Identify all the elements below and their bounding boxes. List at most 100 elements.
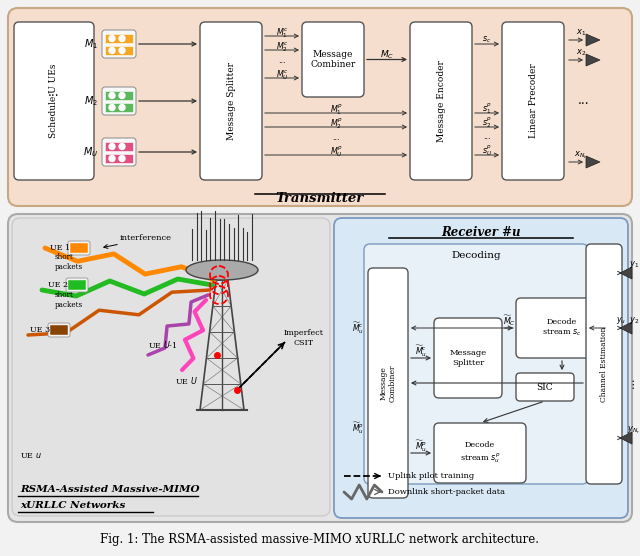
FancyBboxPatch shape (14, 22, 94, 180)
Bar (105, 34, 133, 43)
Text: Receiver #u: Receiver #u (441, 226, 521, 239)
Text: ...: ... (483, 133, 491, 141)
Text: $y_{N_r}$: $y_{N_r}$ (627, 424, 640, 436)
Text: $M_U^p$: $M_U^p$ (330, 145, 342, 160)
Text: $M_1^p$: $M_1^p$ (330, 103, 342, 117)
Text: Message Encoder: Message Encoder (436, 60, 445, 142)
Text: Linear Precoder: Linear Precoder (529, 63, 538, 138)
Text: $M_2^p$: $M_2^p$ (330, 117, 342, 131)
Bar (70, 243, 88, 253)
FancyBboxPatch shape (364, 244, 588, 484)
Text: $x_1$: $x_1$ (576, 28, 586, 38)
FancyBboxPatch shape (200, 22, 262, 180)
Text: $s_c$: $s_c$ (483, 34, 492, 45)
FancyBboxPatch shape (516, 298, 608, 358)
Text: Message
Splitter: Message Splitter (449, 349, 486, 366)
FancyBboxPatch shape (434, 318, 502, 398)
FancyBboxPatch shape (410, 22, 472, 180)
FancyBboxPatch shape (8, 8, 632, 206)
Circle shape (119, 143, 125, 150)
Text: short
packets: short packets (55, 291, 83, 309)
Text: short
packets: short packets (55, 254, 83, 271)
FancyBboxPatch shape (66, 278, 88, 292)
Text: Imperfect
CSIT: Imperfect CSIT (284, 329, 324, 346)
Text: Fig. 1: The RSMA-assisted massive-MIMO xURLLC network architecture.: Fig. 1: The RSMA-assisted massive-MIMO x… (100, 534, 540, 547)
Circle shape (109, 156, 115, 161)
Text: $\widetilde{M}_u^c$: $\widetilde{M}_u^c$ (352, 320, 364, 336)
Text: UE $U$: UE $U$ (175, 375, 198, 385)
Text: Transmitter: Transmitter (276, 191, 364, 205)
Text: Message
Combiner: Message Combiner (380, 364, 397, 402)
Circle shape (109, 36, 115, 42)
Text: $\widetilde{M}_u^c$: $\widetilde{M}_u^c$ (415, 343, 427, 359)
Text: UE 3: UE 3 (30, 326, 50, 334)
Text: $x_2$: $x_2$ (576, 48, 586, 58)
Text: Decode
stream $s_u^p$: Decode stream $s_u^p$ (460, 441, 500, 465)
Circle shape (109, 105, 115, 111)
Polygon shape (620, 432, 632, 444)
Text: xURLLC Networks: xURLLC Networks (20, 502, 125, 510)
FancyBboxPatch shape (12, 218, 330, 516)
Text: $M_1$: $M_1$ (84, 37, 98, 51)
Bar (50, 325, 68, 335)
Polygon shape (620, 322, 632, 334)
FancyBboxPatch shape (48, 323, 70, 337)
Circle shape (119, 36, 125, 42)
Bar (105, 154, 133, 163)
Text: SIC: SIC (537, 383, 554, 391)
Text: $s_1^p$: $s_1^p$ (482, 102, 492, 116)
Ellipse shape (186, 260, 258, 280)
Text: UE 2: UE 2 (48, 281, 68, 289)
FancyBboxPatch shape (434, 423, 526, 483)
Circle shape (119, 105, 125, 111)
Circle shape (119, 92, 125, 98)
Text: $y_1$: $y_1$ (629, 260, 639, 271)
Circle shape (119, 47, 125, 53)
FancyBboxPatch shape (586, 244, 622, 484)
Text: ...: ... (578, 95, 590, 107)
Text: $s_2^p$: $s_2^p$ (482, 116, 492, 131)
Text: $s_U^p$: $s_U^p$ (482, 143, 492, 158)
Text: Uplink pilot training: Uplink pilot training (388, 472, 474, 480)
Text: UE $U$-1: UE $U$-1 (148, 340, 178, 350)
FancyBboxPatch shape (68, 241, 90, 255)
Text: Schedule U UEs: Schedule U UEs (49, 64, 58, 138)
FancyBboxPatch shape (502, 22, 564, 180)
Text: $\widetilde{M}_u^p$: $\widetilde{M}_u^p$ (352, 420, 364, 436)
Text: ...: ... (278, 57, 285, 65)
Circle shape (109, 92, 115, 98)
FancyBboxPatch shape (334, 218, 628, 518)
Text: ...: ... (332, 134, 340, 142)
Text: $M_U^c$: $M_U^c$ (276, 68, 289, 82)
Text: UE 1: UE 1 (50, 244, 70, 252)
Text: ...: ... (48, 87, 60, 100)
Bar (105, 46, 133, 55)
Text: Channel Estimation: Channel Estimation (600, 326, 608, 402)
Text: UE $u$: UE $u$ (20, 450, 42, 459)
Circle shape (119, 156, 125, 161)
Text: Decoding: Decoding (451, 251, 501, 261)
FancyBboxPatch shape (102, 87, 136, 115)
Polygon shape (620, 267, 632, 279)
Text: $M_C$: $M_C$ (380, 48, 394, 61)
Text: Decode
stream $s_c$: Decode stream $s_c$ (542, 318, 582, 338)
Text: ...: ... (626, 378, 636, 388)
Bar (105, 103, 133, 112)
Text: $y_2$: $y_2$ (629, 315, 639, 325)
Text: Message Splitter: Message Splitter (227, 62, 236, 140)
Text: $\widetilde{M}_u^p$: $\widetilde{M}_u^p$ (415, 438, 427, 454)
Text: interference: interference (120, 234, 172, 242)
Text: Downlink short-packet data: Downlink short-packet data (388, 488, 505, 496)
FancyBboxPatch shape (516, 373, 574, 401)
Bar (68, 280, 86, 290)
Polygon shape (586, 54, 600, 66)
FancyBboxPatch shape (102, 138, 136, 166)
Bar (105, 91, 133, 100)
Text: RSMA-Assisted Massive-MIMO: RSMA-Assisted Massive-MIMO (20, 485, 200, 494)
FancyBboxPatch shape (8, 214, 632, 522)
Text: $M_U$: $M_U$ (83, 145, 98, 159)
Circle shape (109, 47, 115, 53)
Circle shape (109, 143, 115, 150)
Bar (105, 142, 133, 151)
FancyBboxPatch shape (302, 22, 364, 97)
